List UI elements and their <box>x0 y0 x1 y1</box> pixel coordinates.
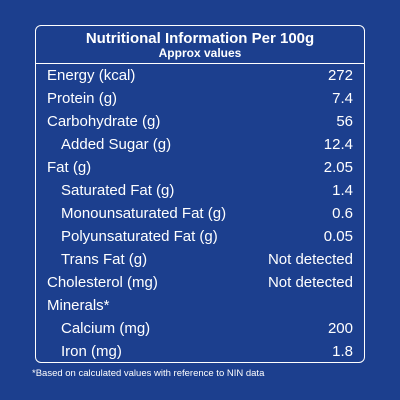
nutrient-value: 200 <box>327 320 353 337</box>
nutrient-label: Added Sugar (g) <box>61 136 172 153</box>
nutrient-label: Fat (g) <box>47 159 92 176</box>
nutrition-panel: Nutritional Information Per 100g Approx … <box>35 25 365 363</box>
nutrient-value: Not detected <box>267 251 353 268</box>
nutrient-label: Carbohydrate (g) <box>47 113 161 130</box>
title-divider <box>36 63 364 64</box>
nutrient-label: Saturated Fat (g) <box>61 182 175 199</box>
panel-title: Nutritional Information Per 100g <box>85 30 315 47</box>
nutrient-row-protein: Protein (g) 7.4 <box>36 89 364 109</box>
nutrient-label: Iron (mg) <box>61 343 122 360</box>
nutrient-row-added-sugar: Added Sugar (g) 12.4 <box>36 135 364 155</box>
nutrient-value: 2.05 <box>323 159 353 176</box>
nutrient-value: 1.8 <box>332 343 353 360</box>
nutrient-row-minerals: Minerals* <box>36 296 364 316</box>
nutrient-row-fat: Fat (g) 2.05 <box>36 158 364 178</box>
nutrient-value: Not detected <box>267 274 353 291</box>
nutrient-row-cholesterol: Cholesterol (mg) Not detected <box>36 273 364 293</box>
nutrient-row-trans-fat: Trans Fat (g) Not detected <box>36 250 364 270</box>
nutrient-row-saturated-fat: Saturated Fat (g) 1.4 <box>36 181 364 201</box>
nutrient-value: 0.6 <box>332 205 353 222</box>
nutrient-label: Trans Fat (g) <box>61 251 148 268</box>
panel-subtitle: Approx values <box>158 46 242 60</box>
nutrient-value: 272 <box>327 67 353 84</box>
nutrient-label: Protein (g) <box>47 90 118 107</box>
nutrient-row-monounsaturated-fat: Monounsaturated Fat (g) 0.6 <box>36 204 364 224</box>
nutrient-value: 12.4 <box>323 136 353 153</box>
nutrient-row-polyunsaturated-fat: Polyunsaturated Fat (g) 0.05 <box>36 227 364 247</box>
nutrient-row-energy: Energy (kcal) 272 <box>36 66 364 86</box>
nutrient-label: Cholesterol (mg) <box>47 274 158 291</box>
nutrient-value: 7.4 <box>332 90 353 107</box>
nutrient-row-carbohydrate: Carbohydrate (g) 56 <box>36 112 364 132</box>
nutrient-value: 0.05 <box>323 228 353 245</box>
nutrient-value: 1.4 <box>332 182 353 199</box>
nutrient-label: Monounsaturated Fat (g) <box>61 205 227 222</box>
footnote: *Based on calculated values with referen… <box>32 368 265 379</box>
nutrient-row-iron: Iron (mg) 1.8 <box>36 342 364 362</box>
nutrient-label: Minerals* <box>47 297 110 314</box>
nutrient-label: Calcium (mg) <box>61 320 151 337</box>
nutrient-row-calcium: Calcium (mg) 200 <box>36 319 364 339</box>
nutrient-value: 56 <box>336 113 353 130</box>
nutrient-label: Energy (kcal) <box>47 67 136 84</box>
nutrient-label: Polyunsaturated Fat (g) <box>61 228 218 245</box>
